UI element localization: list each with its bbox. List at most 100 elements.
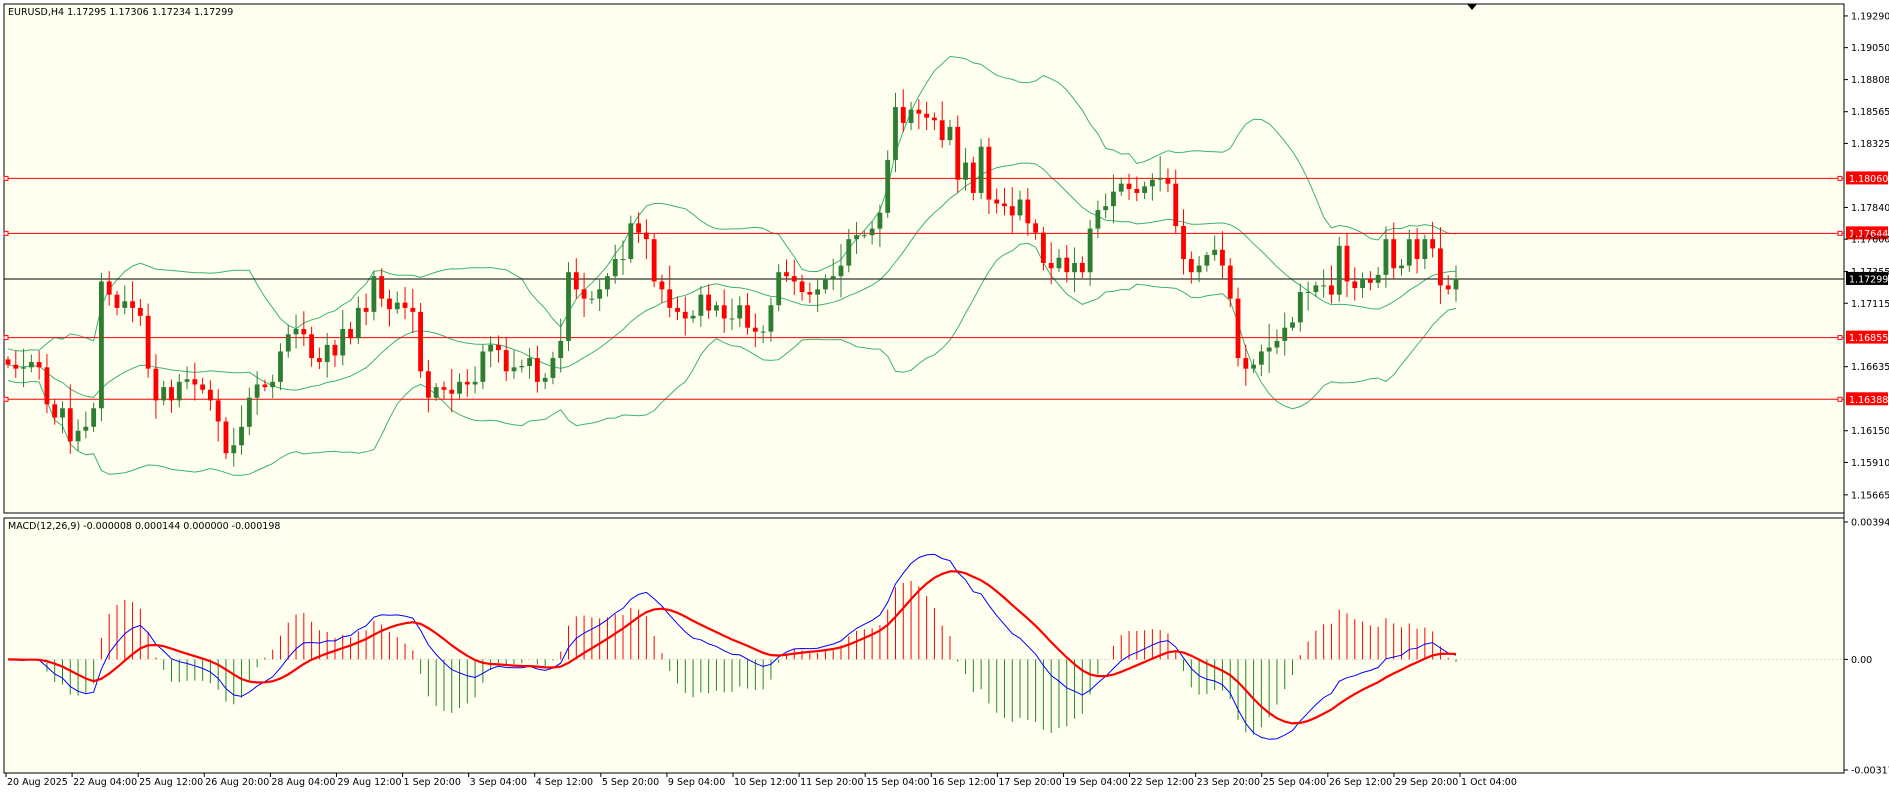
candle-body — [752, 327, 758, 332]
candle-body — [729, 318, 735, 320]
price-tick-label: 1.19050 — [1851, 43, 1889, 54]
price-tick-label: 1.15910 — [1851, 458, 1889, 469]
candle-body — [924, 113, 930, 118]
time-tick-label: 5 Sep 20:00 — [602, 777, 659, 788]
candle-body — [1072, 262, 1077, 273]
candle-body — [1157, 178, 1163, 180]
candle-body — [231, 445, 237, 454]
level-handle-right[interactable] — [1837, 175, 1843, 181]
candle-body — [472, 381, 478, 385]
time-tick-label: 26 Sep 12:00 — [1329, 777, 1392, 788]
price-tick-label: 1.16635 — [1851, 362, 1889, 373]
candle-body — [332, 344, 338, 356]
candle-body — [418, 311, 424, 372]
time-axis: 20 Aug 2025 22 Aug 04:00 25 Aug 12:00 26 Au… — [5, 773, 1517, 788]
candle-body — [698, 294, 704, 316]
candle-body — [1149, 179, 1155, 187]
candle-body — [153, 368, 159, 401]
candle-body — [737, 305, 743, 319]
price-tick-label: 1.15665 — [1851, 490, 1889, 501]
candle-body — [799, 281, 805, 293]
macd-line — [7, 553, 1457, 740]
level-handle-left[interactable] — [3, 230, 9, 236]
candle-body — [1414, 239, 1420, 259]
candle-body — [379, 276, 385, 299]
price-tick-label: 1.17840 — [1851, 203, 1889, 214]
candle-body — [449, 389, 455, 394]
price-tick-label: 1.17355 — [1851, 267, 1889, 278]
candle-body — [83, 426, 89, 431]
candle-body — [955, 126, 961, 180]
price-tick-label: 1.19290 — [1851, 11, 1889, 22]
current-price-label: 1.17299 — [1846, 271, 1888, 285]
candle-body — [363, 307, 369, 312]
candle-body — [706, 294, 712, 311]
price-tick-label: 1.18325 — [1851, 139, 1889, 150]
candle-body — [122, 301, 128, 308]
candle-body — [931, 117, 937, 121]
candle-body — [480, 351, 486, 382]
candle-body — [192, 379, 198, 385]
time-tick-label: 29 Sep 20:00 — [1395, 777, 1458, 788]
candle-body — [106, 281, 112, 295]
level-label: 1.16388 — [1846, 392, 1888, 406]
candle-body — [285, 334, 291, 352]
level-handle-left[interactable] — [3, 175, 9, 181]
candle-body — [581, 289, 587, 299]
candle-body — [1009, 206, 1015, 216]
candle-body — [67, 408, 73, 442]
candle-body — [939, 120, 945, 141]
price-tick-label: 1.17115 — [1851, 299, 1889, 310]
candle-body — [1305, 292, 1311, 294]
candlesticks — [5, 89, 1459, 467]
candle-body — [1079, 262, 1085, 273]
candle-body — [223, 421, 229, 454]
level-handle-left[interactable] — [3, 335, 9, 341]
candle-body — [215, 400, 221, 422]
candle-body — [114, 294, 120, 308]
level-handle-left[interactable] — [3, 396, 9, 402]
time-tick-label: 23 Sep 20:00 — [1197, 777, 1260, 788]
candle-body — [791, 276, 797, 282]
candle-body — [854, 235, 859, 240]
candle-body — [301, 329, 307, 335]
candle-body — [1064, 257, 1070, 273]
candle-body — [651, 239, 657, 282]
candle-body — [246, 397, 252, 427]
candle-body — [1367, 278, 1373, 283]
candle-body — [830, 276, 836, 279]
level-handle-right[interactable] — [1837, 396, 1843, 402]
time-tick-label: 25 Aug 12:00 — [139, 777, 203, 788]
candle-body — [184, 379, 190, 382]
candle-body — [371, 276, 377, 312]
time-tick-label: 1 Sep 20:00 — [404, 777, 461, 788]
price-pane[interactable] — [3, 3, 1845, 514]
main-header: EURUSD,H4 1.17295 1.17306 1.17234 1.1729… — [8, 7, 233, 18]
candle-body — [1445, 285, 1451, 290]
candle-body — [324, 344, 330, 363]
candle-body — [1258, 351, 1264, 365]
candle-body — [340, 329, 346, 356]
candle-body — [60, 408, 65, 418]
candle-body — [1002, 203, 1007, 207]
candle-body — [5, 359, 11, 365]
macd-pane[interactable] — [3, 517, 1845, 774]
candle-body — [900, 107, 906, 123]
candle-body — [1134, 188, 1140, 193]
candle-body — [441, 387, 447, 390]
time-tick-label: 9 Sep 04:00 — [668, 777, 725, 788]
candle-body — [1118, 183, 1124, 192]
candle-body — [1290, 322, 1295, 328]
level-handle-right[interactable] — [1837, 335, 1843, 341]
candle-body — [994, 199, 1000, 204]
chart-shift-marker-icon[interactable] — [1467, 4, 1477, 10]
candle-body — [1430, 239, 1436, 249]
candle-body — [612, 259, 618, 277]
candle-body — [534, 358, 540, 382]
candle-body — [1165, 178, 1171, 184]
candle-body — [527, 358, 533, 367]
candle-body — [519, 366, 525, 368]
level-handle-right[interactable] — [1837, 230, 1843, 236]
